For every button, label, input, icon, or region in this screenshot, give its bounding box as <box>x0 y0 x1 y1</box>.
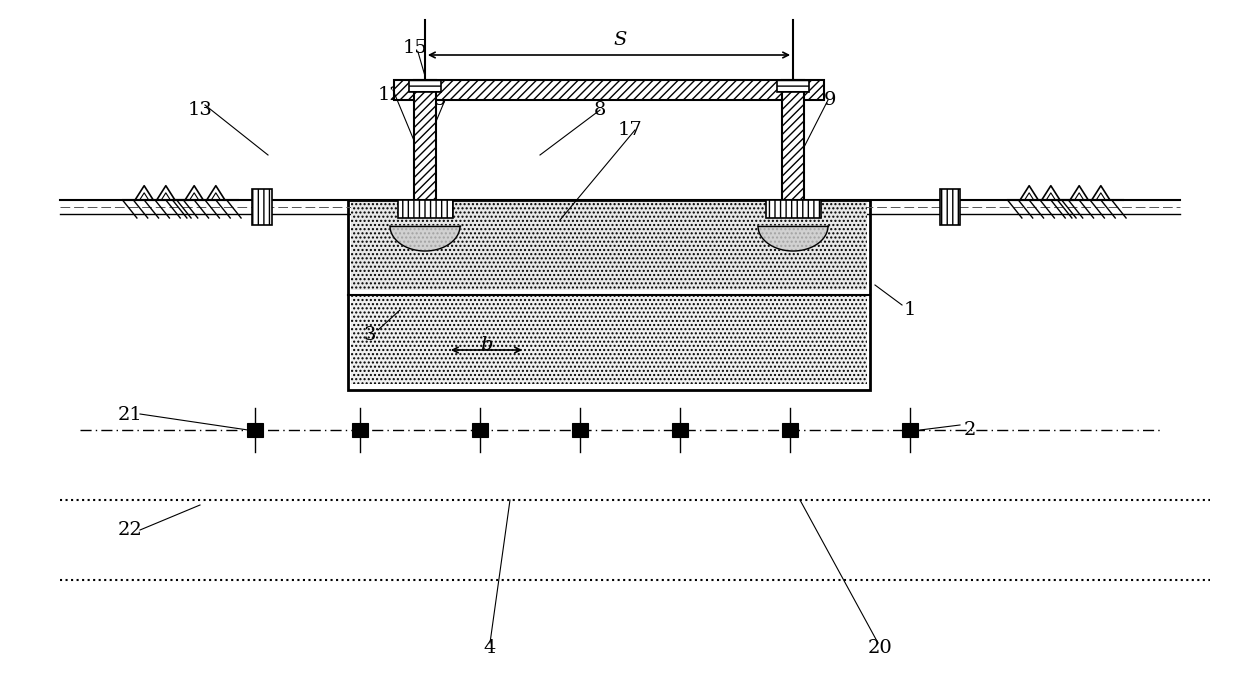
Polygon shape <box>391 226 460 251</box>
Bar <box>782 423 799 437</box>
Bar <box>398 200 453 218</box>
Polygon shape <box>758 226 828 251</box>
Text: 20: 20 <box>868 639 893 657</box>
Bar <box>352 423 368 437</box>
Text: 12: 12 <box>378 86 402 104</box>
Bar <box>765 200 821 218</box>
Bar <box>348 200 870 390</box>
Bar <box>409 80 441 92</box>
Text: 22: 22 <box>118 521 143 539</box>
Bar <box>252 189 272 225</box>
Bar <box>398 200 453 218</box>
Text: 2: 2 <box>963 421 976 439</box>
Text: 17: 17 <box>618 121 642 139</box>
Bar <box>672 423 688 437</box>
Bar <box>782 80 804 200</box>
Bar <box>409 80 441 92</box>
Bar <box>472 423 489 437</box>
Bar <box>901 423 918 437</box>
Bar <box>247 423 263 437</box>
Text: 1: 1 <box>904 301 916 319</box>
Text: S: S <box>614 31 626 49</box>
Text: 4: 4 <box>484 639 496 657</box>
Bar <box>572 423 588 437</box>
Bar <box>765 200 821 218</box>
Text: 5: 5 <box>434 91 446 109</box>
Bar <box>394 80 825 100</box>
Bar <box>777 80 808 92</box>
Text: 15: 15 <box>403 39 428 57</box>
Text: 13: 13 <box>187 101 212 119</box>
Text: 3: 3 <box>363 326 376 344</box>
Bar <box>414 80 436 200</box>
Text: b: b <box>480 336 492 354</box>
Bar <box>252 189 272 225</box>
Text: 9: 9 <box>823 91 836 109</box>
Bar <box>940 189 960 225</box>
Text: 8: 8 <box>594 101 606 119</box>
Bar <box>351 295 867 384</box>
Bar <box>414 80 436 200</box>
Bar <box>351 202 867 290</box>
Bar <box>782 80 804 200</box>
Text: 21: 21 <box>118 406 143 424</box>
Bar <box>777 80 808 92</box>
Bar <box>351 295 867 384</box>
Bar <box>940 189 960 225</box>
Bar <box>351 202 867 290</box>
Bar <box>394 80 825 100</box>
